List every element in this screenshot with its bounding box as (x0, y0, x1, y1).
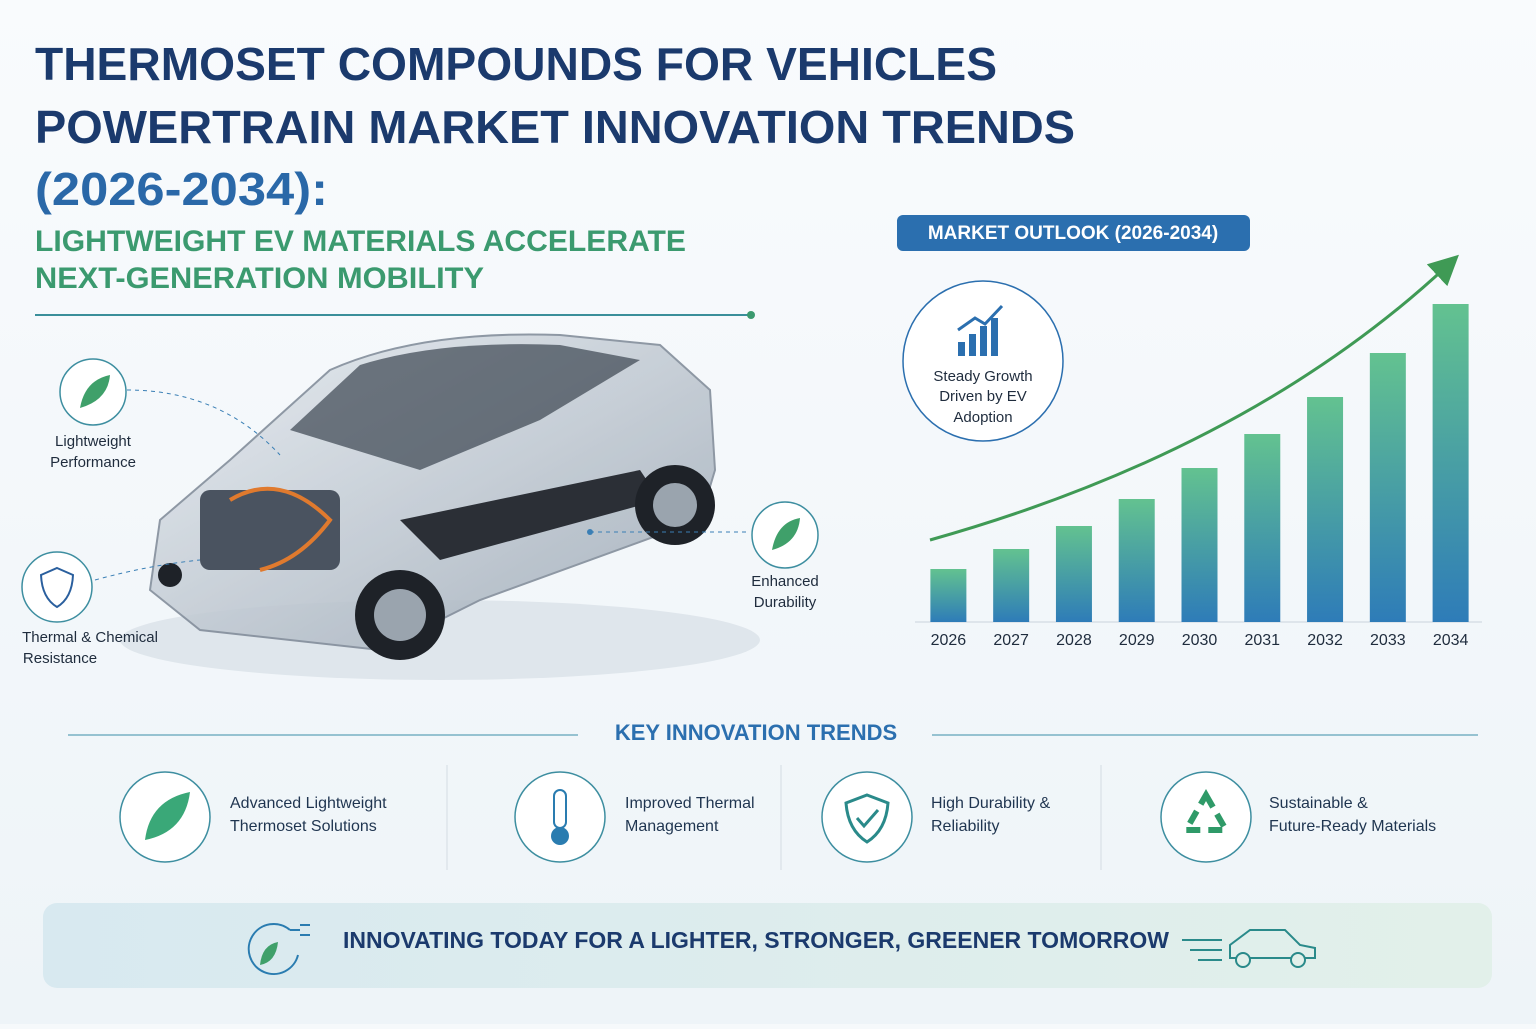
trend-label: Thermoset Solutions (230, 818, 377, 835)
bar (1181, 468, 1218, 622)
shield-icon (39, 566, 75, 609)
thermometer-bulb (551, 827, 569, 845)
shield-icon (844, 793, 890, 844)
leaf-icon (145, 792, 190, 840)
trend-label: Reliability (931, 818, 999, 835)
annotation: Adoption (953, 409, 1012, 426)
footer-band (43, 903, 1492, 988)
x-tick-label: 2032 (1307, 632, 1343, 649)
trend-label: High Durability & (931, 795, 1050, 812)
bar (1244, 434, 1281, 622)
leaf-icon (772, 518, 800, 550)
x-tick-label: 2031 (1244, 632, 1280, 649)
trend-label: Improved Thermal (625, 795, 755, 812)
trend-label: Future-Ready Materials (1269, 818, 1436, 835)
subtitle-line: NEXT-GENERATION MOBILITY (35, 262, 484, 295)
trend-label: Management (625, 818, 719, 835)
section-title: KEY INNOVATION TRENDS (615, 720, 897, 745)
title-line: POWERTRAIN MARKET INNOVATION TRENDS (35, 101, 1075, 153)
leaf-icon (80, 375, 110, 408)
x-tick-label: 2029 (1119, 632, 1155, 649)
annotation: Steady Growth (933, 368, 1032, 385)
car-icon (1182, 929, 1316, 968)
bar (1369, 353, 1406, 622)
title-line: (2026-2034): (35, 163, 328, 215)
feature-label: Resistance (23, 650, 97, 667)
bar (930, 569, 967, 622)
recycle-icon (1180, 788, 1232, 833)
bar (1307, 397, 1344, 622)
trend-icon (821, 771, 913, 863)
title-line: THERMOSET COMPOUNDS FOR VEHICLES (35, 38, 997, 90)
check-icon (855, 809, 880, 829)
trend-label: Advanced Lightweight (230, 795, 387, 812)
bar (1055, 526, 1092, 622)
bar (993, 549, 1030, 622)
divider-dot (747, 311, 755, 319)
car-illustration (94, 333, 760, 680)
footer-text: INNOVATING TODAY FOR A LIGHTER, STRONGER… (343, 927, 1169, 953)
chart-title: MARKET OUTLOOK (2026-2034) (928, 223, 1218, 244)
x-tick-label: 2033 (1370, 632, 1406, 649)
bars: 2026 2027 2028 2029 2030 2031 2032 2033 2034 (930, 304, 1469, 649)
x-tick-label: 2034 (1433, 632, 1469, 649)
feature-label: Lightweight (55, 433, 132, 450)
growth-icon (957, 304, 1004, 356)
plug-icon (247, 923, 310, 975)
trend-arrow (929, 254, 1459, 542)
x-tick-label: 2030 (1182, 632, 1218, 649)
separators (446, 765, 1102, 870)
annotation: Driven by EV (939, 388, 1027, 405)
x-tick-label: 2028 (1056, 632, 1092, 649)
bar (1432, 304, 1469, 622)
trend-icon (514, 771, 606, 863)
feature-icon (21, 551, 93, 623)
feature-label: Enhanced (751, 573, 819, 590)
feature-label: Thermal & Chemical (22, 629, 158, 646)
x-tick-label: 2026 (931, 632, 967, 649)
trend-icon (1160, 771, 1252, 863)
subtitle-line: LIGHTWEIGHT EV MATERIALS ACCELERATE (35, 225, 686, 258)
annotation-circle (902, 280, 1064, 442)
x-tick-label: 2027 (993, 632, 1029, 649)
bar (1118, 499, 1155, 622)
trend-label: Sustainable & (1269, 795, 1368, 812)
chart-title-pill (897, 215, 1250, 251)
feature-label: Durability (754, 594, 817, 611)
feature-label: Performance (50, 454, 136, 471)
